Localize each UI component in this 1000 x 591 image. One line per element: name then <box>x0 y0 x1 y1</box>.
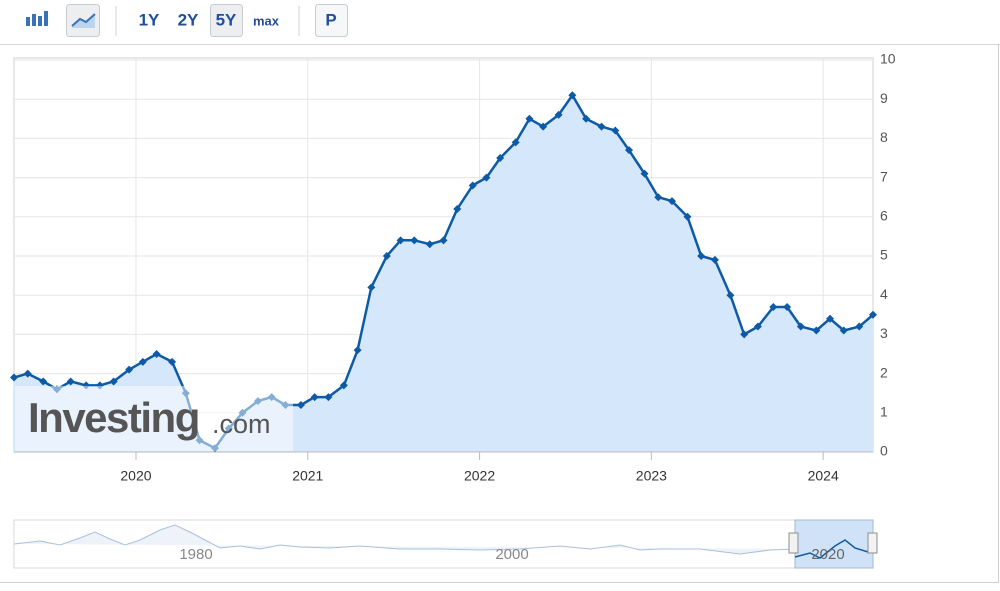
selected-range <box>210 4 243 37</box>
range-button[interactable]: 1Y <box>139 10 160 29</box>
y-tick-label: 8 <box>880 129 888 145</box>
watermark-box <box>15 386 293 451</box>
y-tick-label: 3 <box>880 325 888 341</box>
point-marker <box>353 346 362 355</box>
point-marker <box>683 212 692 221</box>
navigator-label: 2020 <box>811 546 844 563</box>
point-marker <box>726 291 735 300</box>
x-tick-label: 2020 <box>120 468 151 484</box>
range-button[interactable]: 2Y <box>178 10 199 29</box>
point-marker <box>310 393 319 402</box>
point-marker <box>697 252 706 260</box>
x-tick-label: 2022 <box>464 468 495 484</box>
point-marker <box>168 357 177 366</box>
point-marker <box>10 373 18 382</box>
range-button[interactable]: 5Y <box>216 10 237 29</box>
navigator-label: 1980 <box>179 546 212 563</box>
point-marker <box>339 381 348 390</box>
point-marker <box>482 173 491 182</box>
point-marker <box>582 114 591 123</box>
point-marker <box>511 138 520 147</box>
point-marker <box>625 146 634 155</box>
point-marker <box>109 377 118 386</box>
point-marker <box>611 126 620 135</box>
navigator: 1980 2000 2020 <box>13 519 878 569</box>
y-tick-label: 6 <box>880 208 888 224</box>
point-marker <box>869 310 877 319</box>
line-chart-button[interactable] <box>66 4 100 37</box>
point-marker <box>138 357 147 366</box>
point-marker <box>654 193 663 202</box>
y-tick-label: 9 <box>880 90 888 106</box>
point-marker <box>597 122 606 131</box>
y-tick-label: 10 <box>880 51 896 67</box>
point-marker <box>812 326 821 335</box>
point-marker <box>839 326 848 335</box>
x-tick-label: 2023 <box>636 468 667 484</box>
y-tick-label: 1 <box>880 404 888 420</box>
point-marker <box>796 322 805 331</box>
point-marker <box>667 197 676 206</box>
navigator-handle[interactable] <box>867 532 878 554</box>
point-marker <box>468 181 477 190</box>
point-marker <box>125 365 134 374</box>
point-marker <box>539 122 548 131</box>
point-marker <box>855 322 864 331</box>
y-tick-label: 0 <box>880 443 888 459</box>
range-button[interactable]: max <box>253 13 280 28</box>
y-tick-label: 4 <box>880 286 888 302</box>
toolbar: 1Y 2Y 5Y max P <box>26 4 348 37</box>
point-marker <box>740 330 749 339</box>
x-tick-label: 2024 <box>808 468 839 484</box>
navigator-label: 2000 <box>495 546 528 563</box>
point-marker <box>39 377 48 386</box>
point-marker <box>525 114 534 123</box>
point-marker <box>410 236 419 245</box>
point-marker <box>554 110 563 119</box>
y-tick-label: 2 <box>880 364 888 380</box>
point-marker <box>769 302 778 311</box>
point-marker <box>152 350 161 358</box>
point-marker <box>66 377 75 386</box>
print-button-box <box>315 4 348 37</box>
point-marker <box>453 204 462 213</box>
y-tick-label: 5 <box>880 247 888 263</box>
point-marker <box>382 252 391 260</box>
watermark-brand: Investing <box>28 394 199 441</box>
area-fill <box>14 95 873 453</box>
watermark: Investing .com <box>15 386 293 451</box>
point-marker <box>324 393 333 402</box>
print-button[interactable]: P <box>325 10 336 29</box>
point-marker <box>425 240 434 249</box>
navigator-handle[interactable] <box>788 532 799 554</box>
point-marker <box>396 236 405 245</box>
point-marker <box>568 91 577 100</box>
point-marker <box>640 169 649 178</box>
point-marker <box>753 322 762 331</box>
plot-area: 0 1 2 3 4 5 6 7 8 9 10 2020 2021 2022 2023 2024 Investin… <box>10 51 896 484</box>
point-marker <box>296 400 305 409</box>
point-marker <box>439 236 448 245</box>
y-tick-label: 7 <box>880 168 888 184</box>
point-marker <box>710 255 719 264</box>
watermark-suffix: .com <box>212 409 271 439</box>
point-marker <box>367 283 376 292</box>
point-marker <box>783 302 792 311</box>
bar-chart-button[interactable] <box>26 11 48 26</box>
point-marker <box>496 154 505 162</box>
point-marker <box>23 369 32 378</box>
x-tick-label: 2021 <box>292 468 323 484</box>
point-marker <box>826 314 835 323</box>
